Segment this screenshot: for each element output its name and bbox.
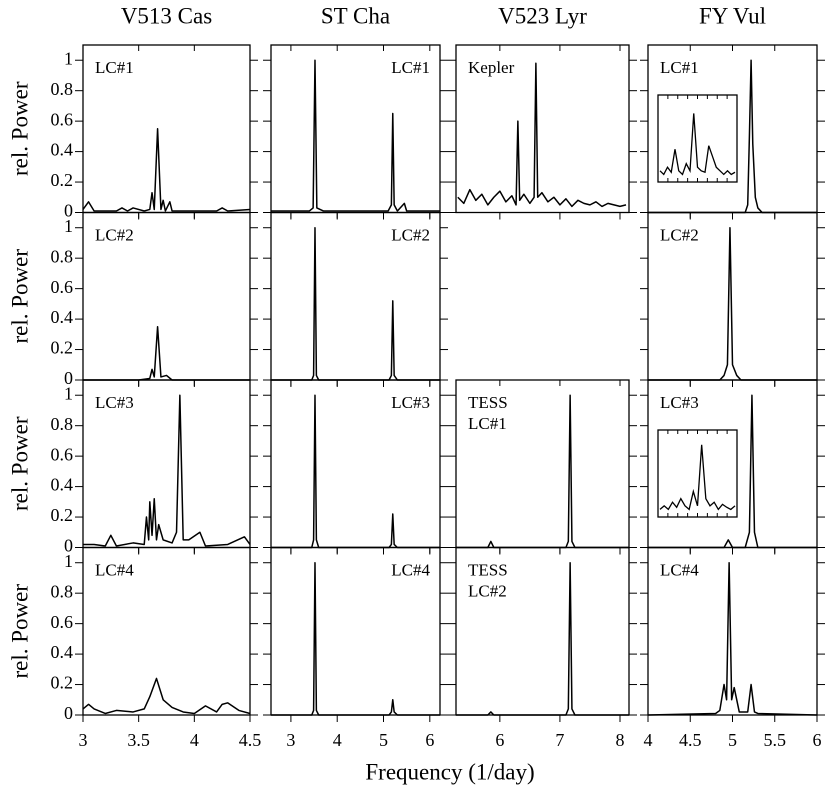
y-tick-label: 0.4: [51, 475, 74, 495]
y-tick-label: 0.8: [51, 79, 74, 99]
power-line: [271, 394, 440, 549]
x-tick-label: 5: [728, 730, 737, 750]
panel-label: LC#2: [660, 225, 699, 244]
column-title: V523 Lyr: [498, 3, 587, 28]
y-axis-label: rel. Power: [7, 584, 32, 679]
panel-label: LC#3: [391, 393, 430, 412]
y-tick-label: 0.2: [51, 673, 74, 693]
y-axis-label: rel. Power: [7, 249, 32, 344]
panel-label: LC#2: [391, 225, 430, 244]
panel-label: LC#4: [95, 560, 134, 579]
x-tick-label: 6: [495, 730, 504, 750]
power-line: [271, 561, 440, 716]
x-tick-label: 3: [79, 730, 88, 750]
power-line: [83, 394, 251, 547]
power-line: [456, 394, 629, 549]
power-line: [83, 325, 250, 381]
y-axis-label: rel. Power: [7, 81, 32, 176]
y-tick-label: 0: [64, 201, 73, 221]
y-tick-label: 0.2: [51, 338, 74, 358]
y-tick-label: 0: [64, 536, 73, 556]
power-line: [647, 561, 818, 716]
y-tick-label: 1: [64, 383, 73, 403]
y-tick-label: 0.8: [51, 246, 74, 266]
panel-frame: [455, 44, 630, 214]
panel-frame: [82, 546, 251, 716]
power-line: [271, 226, 440, 381]
y-tick-label: 0.4: [51, 307, 74, 327]
power-line: [648, 226, 817, 381]
panel-label: LC#1: [468, 414, 507, 433]
inset-line: [659, 113, 736, 176]
y-tick-label: 1: [64, 48, 73, 68]
x-tick-label: 3.5: [127, 730, 150, 750]
power-line: [456, 561, 629, 716]
panel-label: LC#1: [95, 58, 134, 77]
x-tick-label: 4.5: [239, 730, 262, 750]
panel-label: LC#3: [95, 393, 134, 412]
panel-label: Kepler: [468, 58, 515, 77]
x-axis-label: Frequency (1/day): [365, 759, 534, 784]
column-title: V513 Cas: [121, 3, 212, 28]
inset-line: [659, 444, 736, 511]
x-tick-label: 3: [286, 730, 295, 750]
x-tick-label: 6: [425, 730, 434, 750]
power-line: [271, 59, 440, 212]
y-tick-label: 0.8: [51, 414, 74, 434]
y-tick-label: 0.2: [51, 505, 74, 525]
panel-label: LC#3: [660, 393, 699, 412]
power-line: [648, 394, 817, 549]
y-tick-label: 0.6: [51, 109, 74, 129]
panel-label: LC#1: [660, 58, 699, 77]
x-tick-label: 5.5: [764, 730, 787, 750]
y-tick-label: 0.2: [51, 170, 74, 190]
y-tick-label: 0.6: [51, 277, 74, 297]
column-title: FY Vul: [699, 3, 766, 28]
x-tick-label: 7: [555, 730, 564, 750]
x-tick-label: 4: [644, 730, 653, 750]
x-tick-label: 4.5: [679, 730, 702, 750]
y-axis-label: rel. Power: [7, 416, 32, 511]
panel-label: LC#2: [468, 581, 507, 600]
y-tick-label: 0: [64, 703, 73, 723]
y-tick-label: 1: [64, 216, 73, 236]
power-line: [457, 62, 627, 208]
power-line: [82, 128, 251, 212]
panel-label: LC#2: [95, 225, 134, 244]
x-tick-label: 5: [379, 730, 388, 750]
y-tick-label: 1: [64, 551, 73, 571]
panel-label: LC#4: [660, 560, 699, 579]
power-line: [82, 677, 251, 715]
y-tick-label: 0.6: [51, 612, 74, 632]
y-tick-label: 0.8: [51, 581, 74, 601]
y-tick-label: 0.6: [51, 444, 74, 464]
x-tick-label: 4: [333, 730, 342, 750]
column-title: ST Cha: [321, 3, 390, 28]
inset-frame: [657, 94, 738, 183]
x-tick-label: 6: [813, 730, 822, 750]
panel-label: LC#4: [391, 560, 430, 579]
y-tick-label: 0.4: [51, 642, 74, 662]
y-tick-label: 0: [64, 368, 73, 388]
panel-label: TESS: [468, 560, 508, 579]
y-tick-label: 0.4: [51, 140, 74, 160]
panel-label: TESS: [468, 393, 508, 412]
x-tick-label: 4: [190, 730, 199, 750]
x-tick-label: 8: [615, 730, 624, 750]
panel-label: LC#1: [391, 58, 430, 77]
